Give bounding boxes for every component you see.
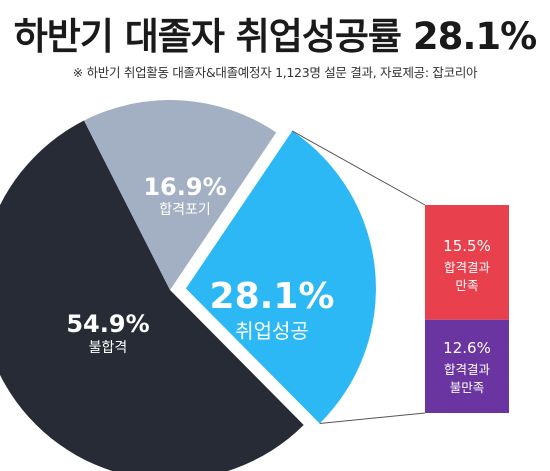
connector-line-top (291, 130, 426, 206)
bar-segment-satisfied (425, 205, 509, 320)
slice-value-success: 28.1% (210, 276, 335, 317)
pie-slice-giveup (84, 100, 277, 290)
slice-label-success: 취업성공 (235, 319, 309, 343)
pie-slices (0, 100, 376, 471)
slice-value-fail: 54.9% (66, 310, 149, 338)
bar-label-unsatisfied-1: 합격결과 (444, 362, 491, 377)
connector-line-bottom (319, 412, 426, 424)
bar-value-satisfied: 15.5% (443, 237, 491, 255)
bar-label-unsatisfied-2: 불만족 (450, 380, 485, 395)
bar-segment-unsatisfied (425, 319, 509, 413)
breakdown-bars (425, 205, 509, 413)
chart-title: 하반기 대졸자 취업성공률 28.1% (13, 15, 537, 58)
pie-slice-fail (0, 120, 304, 471)
slice-value-giveup: 16.9% (143, 173, 226, 201)
pie-slice-success (185, 130, 376, 424)
slice-label-giveup: 합격포기 (159, 202, 211, 218)
chart-subtitle: ※ 하반기 취업활동 대졸자&대졸예정자 1,123명 설문 결과, 자료제공:… (72, 65, 478, 80)
slice-label-fail: 불합격 (89, 340, 128, 356)
bar-label-satisfied-1: 합격결과 (444, 260, 491, 275)
connector-lines (291, 130, 426, 424)
bar-value-unsatisfied: 12.6% (443, 339, 491, 357)
bar-label-satisfied-2: 만족 (455, 278, 478, 293)
